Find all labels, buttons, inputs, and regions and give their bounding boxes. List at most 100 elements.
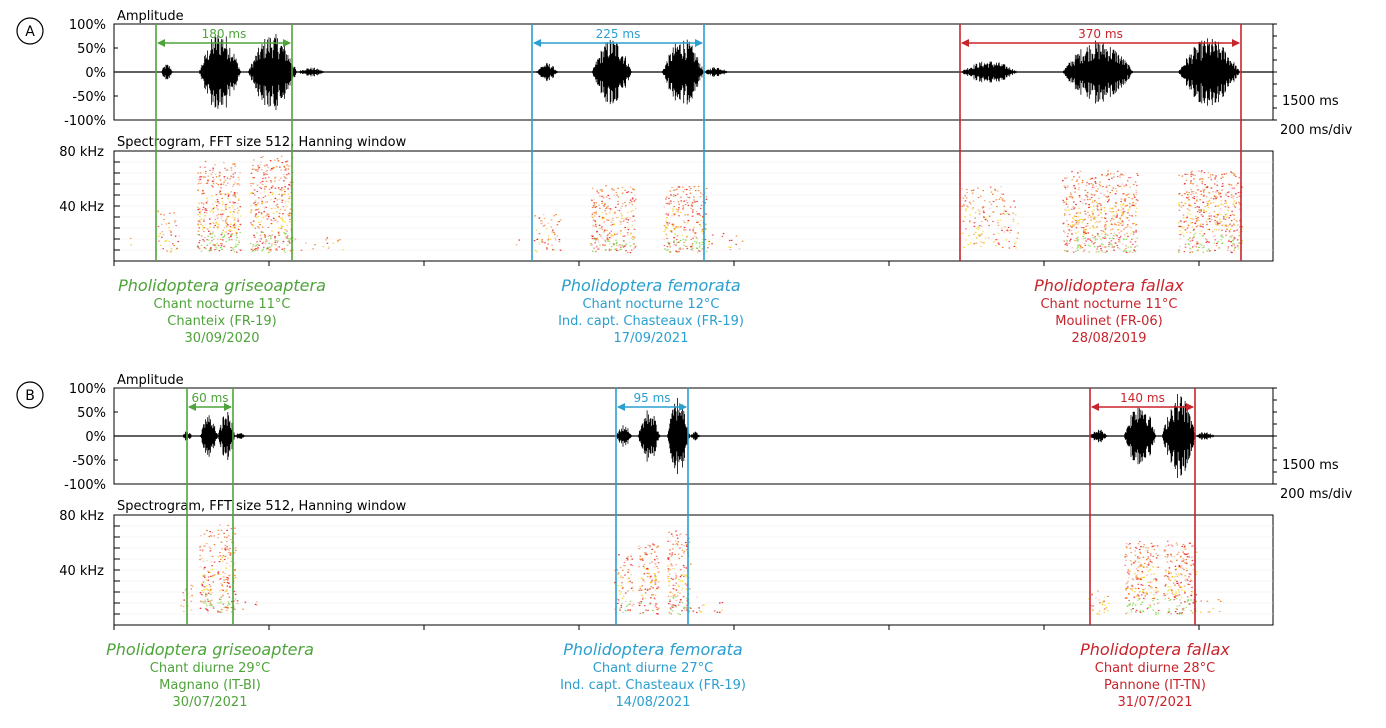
spectrogram-pixel (672, 224, 675, 226)
spectrogram-pixel (672, 597, 675, 599)
spectrogram-pixel (691, 205, 694, 207)
spectrogram-pixel (1089, 198, 1091, 200)
spectrogram-pixel (1083, 249, 1086, 251)
spectrogram-pixel (1186, 217, 1188, 219)
spectrogram-pixel (203, 545, 205, 547)
spectrogram-pixel (629, 199, 632, 201)
spectrogram-pixel (178, 235, 181, 237)
spectrogram-pixel (210, 249, 213, 252)
spectrogram-pixel (620, 591, 622, 593)
spectrogram-pixel (1129, 203, 1131, 205)
spectrogram-pixel (1205, 196, 1208, 198)
spectrogram-pixel (1066, 186, 1069, 188)
spectrogram-pixel (669, 549, 671, 551)
spectrogram-pixel (1134, 215, 1137, 217)
time-scale-label: 200 ms/div (1280, 123, 1353, 138)
spectrogram-pixel (1209, 221, 1211, 223)
spectrogram-pixel (1186, 215, 1189, 217)
spectrogram-pixel (650, 575, 652, 577)
spectrogram-pixel (1116, 170, 1119, 172)
spectrogram-pixel (1125, 613, 1127, 615)
spectrogram-pixel (1146, 559, 1148, 561)
spectrogram-pixel (197, 183, 200, 185)
spectrogram-pixel (1096, 238, 1099, 240)
spectrogram-pixel (965, 239, 967, 241)
spectrogram-pixel (1113, 249, 1115, 251)
spectrogram-pixel (623, 561, 626, 564)
spectrogram-pixel (1191, 556, 1193, 558)
spectrogram-pixel (605, 196, 608, 198)
spectrogram-pixel (278, 212, 281, 214)
spectrogram-pixel (1190, 180, 1192, 182)
spectrogram-pixel (1183, 585, 1186, 587)
spectrogram-pixel (688, 607, 691, 609)
spectrogram-pixel (1120, 206, 1123, 208)
spectrogram-pixel (1091, 594, 1093, 596)
spectrogram-pixel (1170, 560, 1172, 562)
spectrogram-pixel (199, 535, 202, 537)
spectrogram-pixel (286, 235, 289, 237)
spectrogram-pixel (592, 205, 595, 207)
spectrogram-pixel (1193, 196, 1196, 198)
spectrogram-pixel (1201, 235, 1204, 237)
spectrogram-pixel (250, 209, 253, 211)
spectrogram-pixel (209, 531, 211, 533)
spectrogram-pixel (1181, 194, 1183, 197)
spectrogram-pixel (1070, 229, 1073, 231)
spectrogram-pixel (1168, 571, 1170, 573)
spectrogram-pixel (972, 207, 975, 209)
spectrogram-pixel (1150, 573, 1153, 575)
spectrogram-pixel (1119, 175, 1121, 177)
spectrogram-pixel (1135, 191, 1138, 193)
spectrogram-pixel (1107, 610, 1109, 612)
spectrogram-pixel (1119, 241, 1121, 243)
oscillogram-burst (248, 33, 297, 111)
spectrogram-pixel (967, 244, 970, 246)
spectrogram-pixel (619, 244, 621, 246)
spectrogram-pixel (1127, 544, 1130, 546)
spectrogram-pixel (981, 220, 983, 223)
spectrogram-pixel (683, 609, 686, 611)
spectrogram-pixel (1121, 174, 1123, 176)
spectrogram-pixel (654, 563, 657, 565)
spectrogram-pixel (1214, 249, 1216, 251)
spectrogram-pixel (625, 559, 627, 561)
spectrogram-pixel (1202, 251, 1205, 253)
spectrogram-pixel (269, 248, 272, 251)
spectrogram-pixel (1091, 241, 1093, 243)
spectrogram-pixel (638, 602, 641, 604)
spectrogram-pixel (209, 600, 211, 602)
spectrogram-pixel (686, 222, 689, 224)
spectrogram-pixel (1142, 610, 1145, 613)
spectrogram-pixel (639, 555, 642, 557)
spectrogram-syllable (961, 170, 1244, 254)
spectrogram-pixel (518, 239, 521, 241)
spectrogram-pixel (1180, 586, 1183, 588)
spectrogram-pixel (227, 535, 230, 537)
spectrogram-pixel (213, 206, 215, 209)
spectrogram-pixel (534, 250, 537, 252)
spectrogram-pixel (665, 196, 668, 198)
spectrogram-pixel (1130, 226, 1132, 228)
spectrogram-pixel (1108, 199, 1110, 201)
spectrogram-pixel (664, 248, 666, 250)
spectrogram-pixel (1164, 594, 1167, 596)
spectrogram-pixel (250, 248, 253, 250)
spectrogram-pixel (1085, 184, 1088, 187)
spectrogram-pixel (1186, 207, 1189, 210)
spectrogram-pixel (278, 179, 281, 181)
spectrogram-pixel (1207, 172, 1210, 174)
spectrogram-pixel (1153, 589, 1155, 592)
spectrogram-pixel (634, 237, 636, 239)
spectrogram-pixel (233, 600, 235, 602)
spectrogram-pixel (622, 245, 625, 247)
spectrogram-pixel (183, 610, 185, 613)
spectrogram-pixel (1099, 212, 1102, 214)
spectrogram-pixel (265, 173, 267, 175)
spectrogram-pixel (255, 214, 257, 216)
spectrogram-pixel (1192, 564, 1195, 566)
spectrogram-pixel (672, 595, 675, 597)
spectrogram-pixel (642, 579, 645, 581)
spectrogram-pixel (622, 564, 625, 567)
